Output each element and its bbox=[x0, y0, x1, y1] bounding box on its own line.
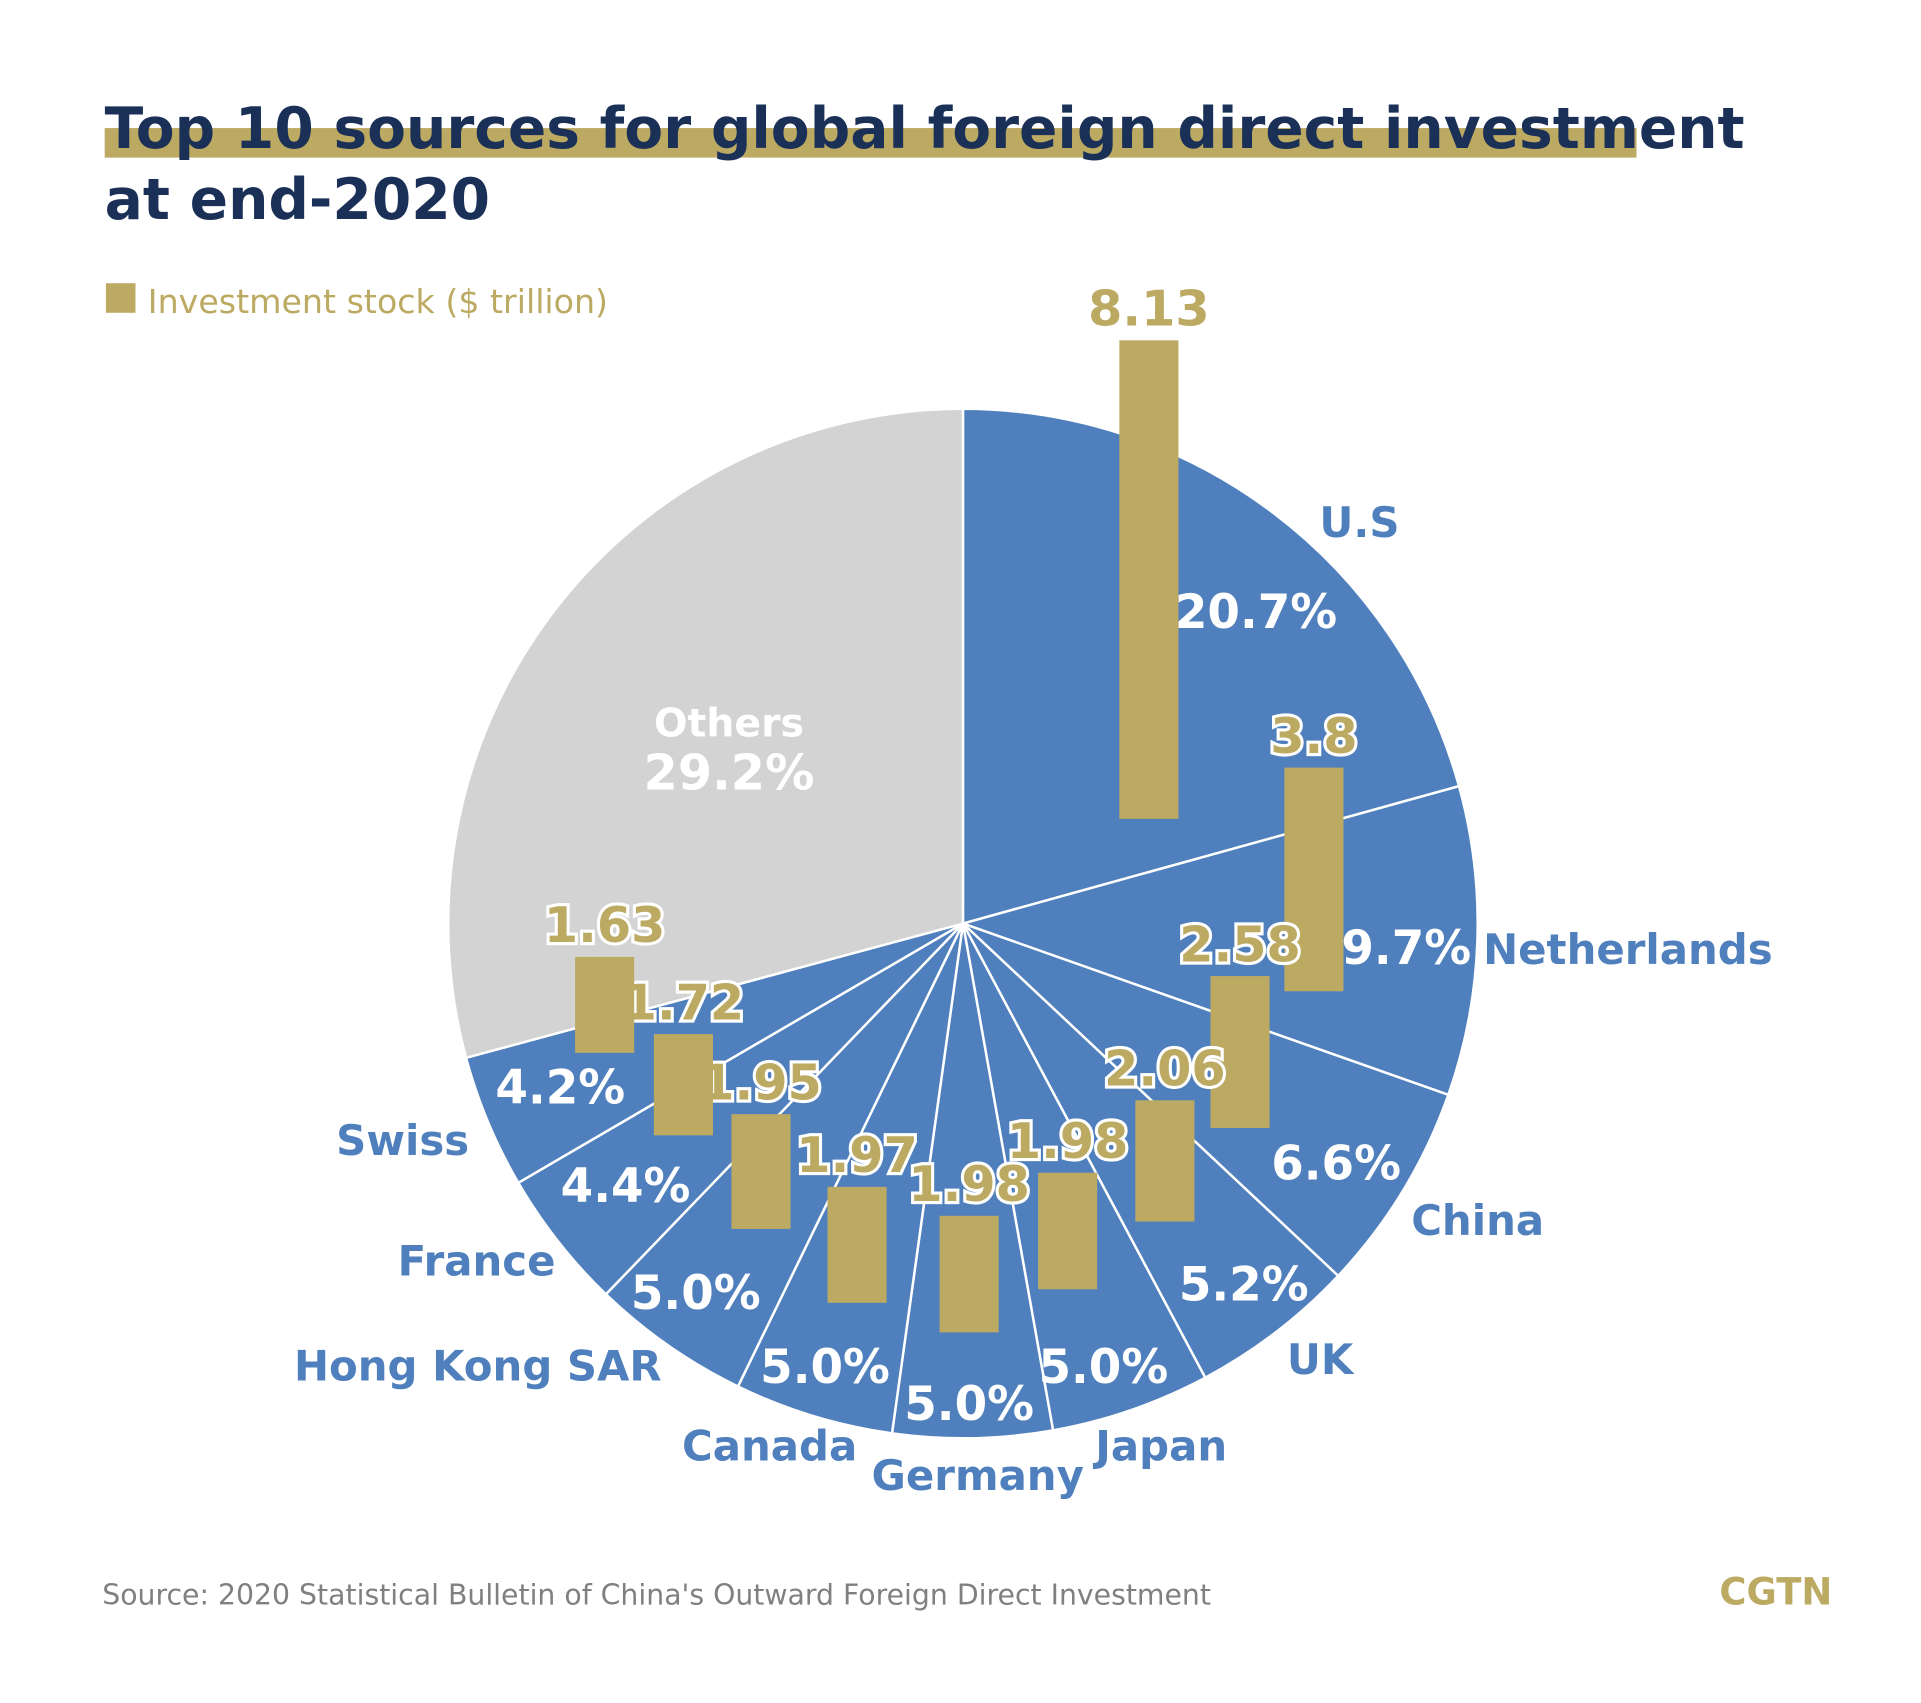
slice-netherlands bbox=[958, 784, 1479, 1097]
country-canada: Canada bbox=[682, 1421, 857, 1470]
percent-canada: 5.0% bbox=[760, 1341, 890, 1395]
investment-netherlands: 3.8 bbox=[1270, 707, 1357, 765]
slice-germany bbox=[890, 923, 1055, 1440]
investment-germany: 1.98 bbox=[908, 1155, 1030, 1213]
percent-u-s: 20.7% bbox=[1175, 586, 1337, 640]
title-highlight bbox=[104, 128, 1637, 158]
investment-uk: 2.06 bbox=[1104, 1040, 1226, 1098]
cgtn-logo: CGTN bbox=[1719, 1570, 1832, 1613]
country-france: France bbox=[398, 1237, 556, 1286]
investment-china: 2.58 bbox=[1179, 915, 1301, 973]
legend-swatch bbox=[105, 283, 136, 313]
bar-netherlands bbox=[1284, 767, 1344, 992]
bar-swiss bbox=[575, 956, 635, 1053]
title-line-1: Top 10 sources for global foreign direct… bbox=[105, 96, 1745, 162]
bar-japan bbox=[1038, 1172, 1098, 1290]
percent-swiss: 4.2% bbox=[495, 1061, 625, 1115]
bar-canada bbox=[827, 1186, 887, 1303]
percent-others: 29.2% bbox=[644, 743, 815, 801]
country-swiss: Swiss bbox=[336, 1116, 469, 1165]
investment-canada: 1.97 bbox=[796, 1126, 918, 1184]
percent-china: 6.6% bbox=[1271, 1138, 1401, 1192]
country-japan: Japan bbox=[1092, 1421, 1227, 1470]
country-uk: UK bbox=[1287, 1335, 1355, 1384]
country-u-s: U.S bbox=[1319, 498, 1399, 547]
bar-germany bbox=[939, 1215, 999, 1333]
title-line-2: at end-2020 bbox=[105, 167, 490, 233]
slice-china bbox=[962, 922, 1450, 1278]
percent-germany: 5.0% bbox=[904, 1378, 1034, 1432]
bar-u-s bbox=[1119, 340, 1179, 819]
percent-netherlands: 9.7% bbox=[1341, 922, 1471, 976]
country-germany: Germany bbox=[872, 1451, 1084, 1500]
investment-france: 1.72 bbox=[623, 973, 745, 1031]
investment-swiss: 1.63 bbox=[544, 896, 666, 954]
investment-hong-kong-sar: 1.95 bbox=[700, 1053, 822, 1111]
percent-japan: 5.0% bbox=[1038, 1341, 1168, 1395]
country-netherlands: Netherlands bbox=[1483, 925, 1773, 974]
label-others: Others bbox=[654, 700, 804, 746]
bar-uk bbox=[1135, 1100, 1195, 1222]
bar-hong-kong-sar bbox=[731, 1114, 791, 1229]
percent-uk: 5.2% bbox=[1179, 1258, 1309, 1312]
percent-hong-kong-sar: 5.0% bbox=[631, 1267, 761, 1321]
country-hong-kong-sar: Hong Kong SAR bbox=[294, 1341, 662, 1390]
bar-france bbox=[653, 1034, 713, 1136]
source-note: Source: 2020 Statistical Bulletin of Chi… bbox=[102, 1578, 1211, 1611]
bar-china bbox=[1210, 976, 1270, 1128]
slice-canada bbox=[736, 922, 965, 1435]
country-china: China bbox=[1411, 1196, 1544, 1245]
legend-label: Investment stock ($ trillion) bbox=[148, 282, 608, 321]
percent-france: 4.4% bbox=[561, 1160, 691, 1214]
slice-others bbox=[447, 407, 965, 1060]
investment-u-s: 8.13 bbox=[1088, 280, 1210, 338]
investment-japan: 1.98 bbox=[1007, 1112, 1129, 1170]
